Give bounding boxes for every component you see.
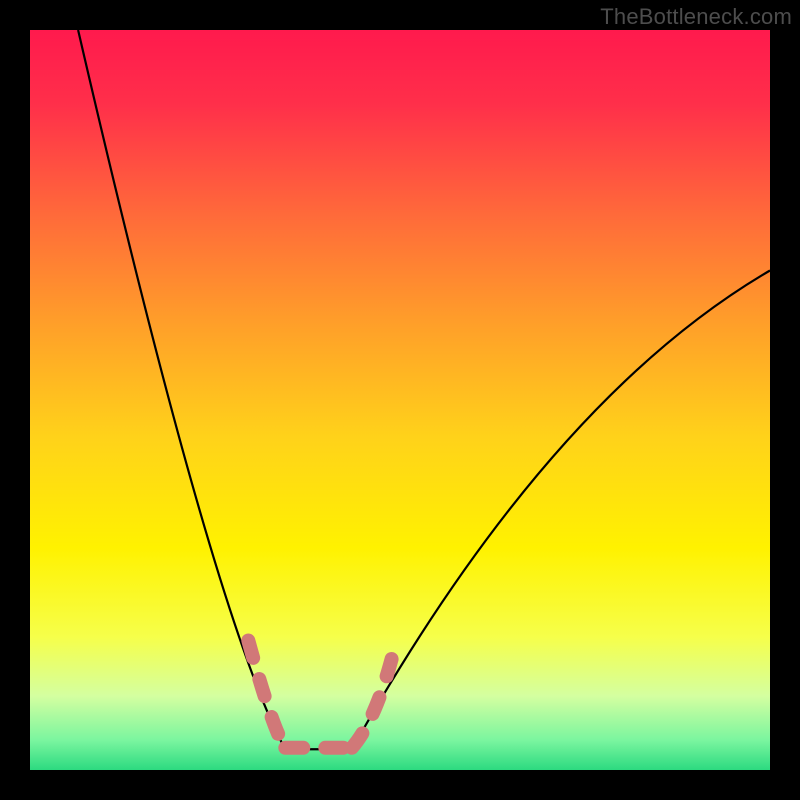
chart-svg xyxy=(0,0,800,800)
chart-stage: TheBottleneck.com xyxy=(0,0,800,800)
plot-area xyxy=(30,30,770,770)
watermark-text: TheBottleneck.com xyxy=(600,4,792,30)
